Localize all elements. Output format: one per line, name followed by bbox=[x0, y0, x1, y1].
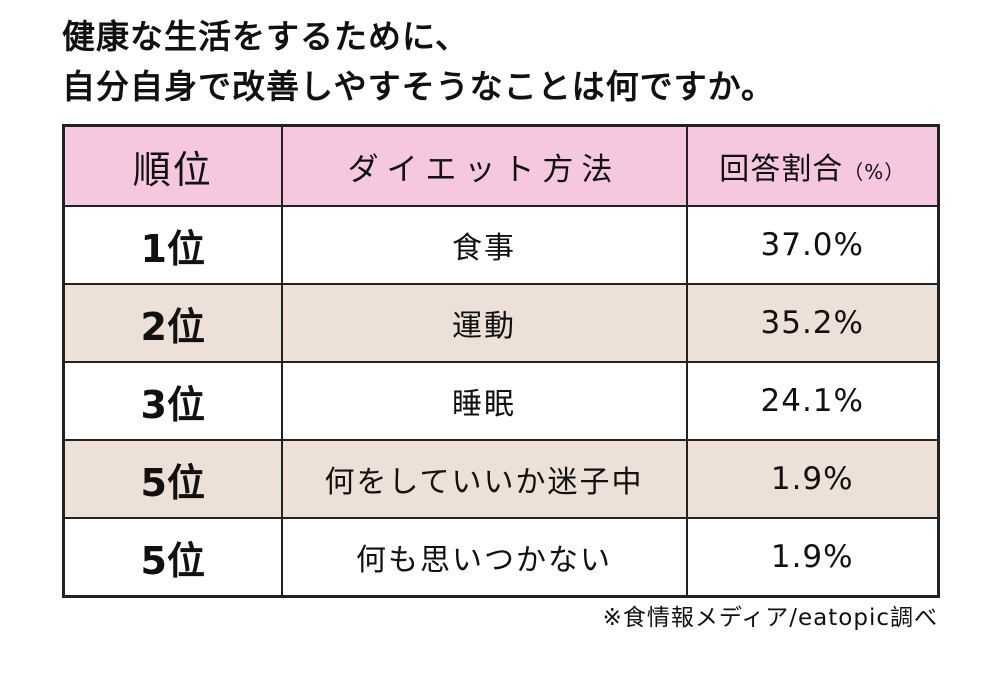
rate-cell: 1.9% bbox=[685, 439, 940, 519]
header-rate-label: 回答割合 bbox=[719, 152, 844, 187]
ranking-table: 順位 ダイエット方法 回答割合（%） 1位 食事 37.0% 2位 運動 35.… bbox=[62, 124, 940, 598]
method-cell: 何も思いつかない bbox=[280, 517, 688, 598]
rank-cell: 5位 bbox=[62, 439, 283, 519]
header-rate-unit: （%） bbox=[843, 160, 906, 184]
rate-cell: 37.0% bbox=[685, 205, 940, 285]
table-row: 2位 運動 35.2% bbox=[62, 283, 940, 363]
table-header-row: 順位 ダイエット方法 回答割合（%） bbox=[62, 124, 940, 207]
rank-cell: 5位 bbox=[62, 517, 283, 598]
table-row: 3位 睡眠 24.1% bbox=[62, 361, 940, 441]
source-note: ※食情報メディア/eatopic調べ bbox=[602, 605, 938, 631]
chart-title-line-2: 自分自身で改善しやすそうなことは何ですか。 bbox=[62, 67, 776, 106]
rank-cell: 3位 bbox=[62, 361, 283, 441]
chart-title-line-1: 健康な生活をするために、 bbox=[62, 17, 470, 56]
method-cell: 何をしていいか迷子中 bbox=[280, 439, 688, 519]
header-method: ダイエット方法 bbox=[280, 124, 688, 207]
rank-cell: 2位 bbox=[62, 283, 283, 363]
rate-cell: 24.1% bbox=[685, 361, 940, 441]
rate-cell: 35.2% bbox=[685, 283, 940, 363]
header-rank: 順位 bbox=[62, 124, 283, 207]
table-row: 5位 何も思いつかない 1.9% bbox=[62, 517, 940, 598]
rate-cell: 1.9% bbox=[685, 517, 940, 598]
method-cell: 運動 bbox=[280, 283, 688, 363]
rank-cell: 1位 bbox=[62, 205, 283, 285]
table-row: 5位 何をしていいか迷子中 1.9% bbox=[62, 439, 940, 519]
chart-title: 健康な生活をするために、 自分自身で改善しやすそうなことは何ですか。 bbox=[62, 12, 775, 112]
header-rate: 回答割合（%） bbox=[685, 124, 940, 207]
table-row: 1位 食事 37.0% bbox=[62, 205, 940, 285]
method-cell: 食事 bbox=[280, 205, 688, 285]
method-cell: 睡眠 bbox=[280, 361, 688, 441]
